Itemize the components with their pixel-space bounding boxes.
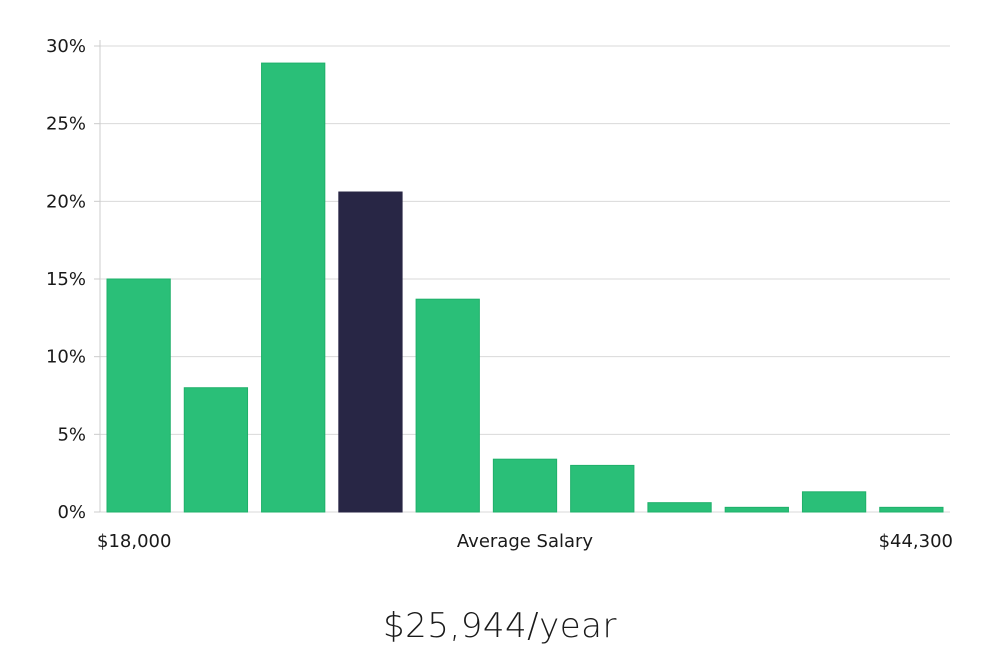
y-tick-label: 10% [46, 347, 86, 368]
y-tick-label: 5% [57, 424, 86, 445]
y-tick-label: 0% [57, 502, 86, 523]
bar [570, 464, 635, 513]
y-tick-label: 15% [46, 269, 86, 290]
bar-highlighted [338, 191, 403, 513]
bar [724, 506, 789, 513]
bar [183, 387, 249, 513]
bar [492, 458, 558, 513]
bar [801, 491, 867, 513]
bar [647, 502, 712, 513]
bar [879, 506, 944, 513]
y-tick-label: 25% [46, 114, 86, 135]
y-tick-label: 30% [46, 36, 86, 57]
x-axis-title: Average Salary [457, 531, 594, 552]
bar [261, 62, 326, 513]
y-axis-ticks: 0% 5% 10% 15% 20% 25% 30% [46, 36, 100, 523]
x-axis-min-label: $18,000 [97, 531, 171, 552]
x-axis-max-label: $44,300 [879, 531, 953, 552]
bar [106, 278, 171, 513]
bars [106, 62, 944, 513]
salary-histogram: 0% 5% 10% 15% 20% 25% 30% $18,000 Average Sala… [46, 36, 953, 552]
bar [415, 298, 480, 513]
y-tick-label: 20% [46, 191, 86, 212]
average-salary-headline: $25,944/year [383, 606, 617, 646]
